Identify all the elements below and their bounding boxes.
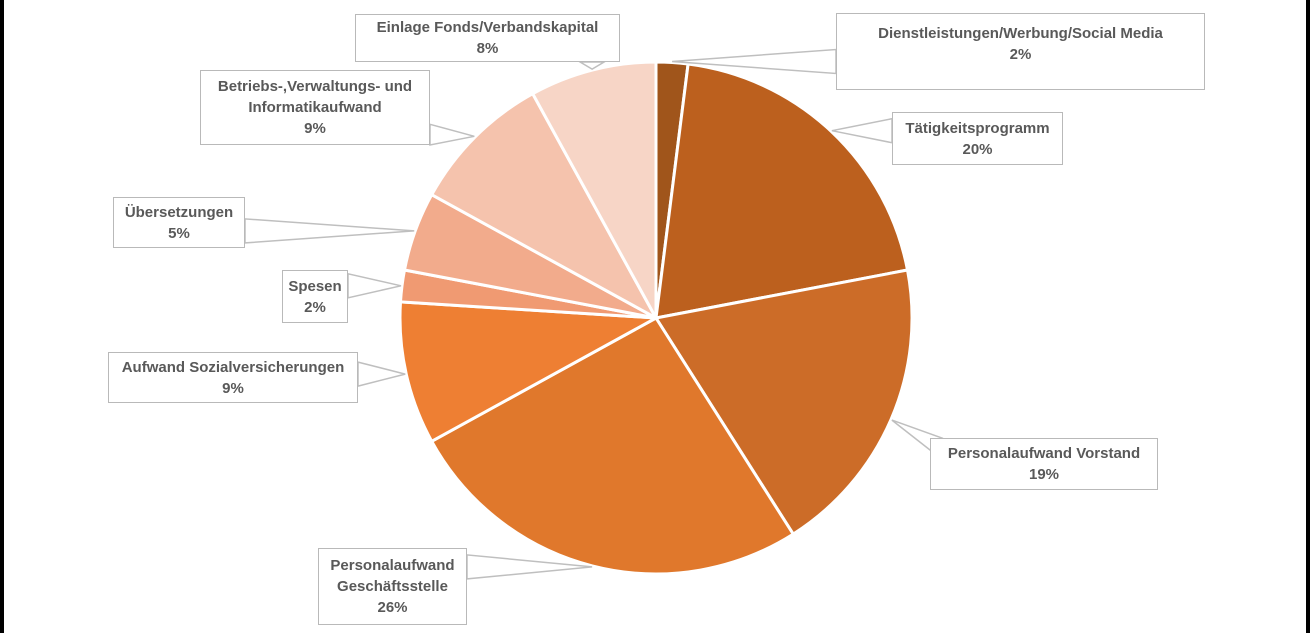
pie-callout-2: Tätigkeitsprogramm 20% — [892, 112, 1063, 165]
pie-callout-leader — [244, 218, 415, 244]
pie-callout-percent: 26% — [377, 599, 408, 616]
pie-callout-percent: 5% — [168, 224, 190, 242]
pie-callout-label-line: Personalaufwand — [330, 557, 455, 574]
pie-callout-label-line: Tätigkeitsprogramm — [905, 119, 1050, 137]
pie-slice-2 — [654, 62, 909, 320]
pie-callout-label-line: Betriebs-,Verwaltungs- und — [217, 78, 413, 95]
right-edge-bar — [1306, 0, 1310, 633]
pie-callout-percent: 2% — [1009, 46, 1032, 63]
pie-callout-label-line: Spesen — [288, 277, 342, 295]
pie-callout-leader — [357, 361, 406, 388]
pie-callout-6: Spesen 2% — [282, 270, 348, 323]
pie-callout-9: Einlage Fonds/Verbandskapital 8% — [355, 14, 620, 62]
pie-callout-label-line: Aufwand Sozialversicherungen — [121, 358, 345, 376]
pie-callout-label-line: Informatikaufwand — [248, 99, 382, 116]
pie-callout-leader — [347, 272, 402, 299]
pie-slice-8 — [430, 92, 658, 320]
pie-callout-label-line: Einlage Fonds/Verbandskapital — [376, 19, 599, 36]
pie-callout-label-line: Geschäftsstelle — [337, 578, 448, 595]
pie-callout-percent: 19% — [1028, 466, 1060, 483]
pie-callout-5: Aufwand Sozialversicherungen 9% — [108, 352, 358, 403]
pie-slice-5 — [398, 300, 658, 443]
pie-callout-leader — [577, 61, 607, 70]
pie-callout-4: Personalaufwand Geschäftsstelle 26% — [318, 548, 467, 625]
pie-callout-1: Dienstleistungen/Werbung/Social Media 2% — [836, 13, 1205, 90]
pie-callout-percent: 2% — [304, 298, 326, 316]
pie-slice-4 — [430, 316, 795, 576]
pie-callout-8: Betriebs-,Verwaltungs- und Informatikaufw… — [200, 70, 430, 145]
pie-callout-percent: 20% — [962, 140, 993, 158]
pie-callout-label-line: Dienstleistungen/Werbung/Social Media — [878, 25, 1163, 42]
pie-callout-percent: 9% — [222, 379, 244, 397]
pie-callout-7: Übersetzungen 5% — [113, 197, 245, 248]
pie-callout-leader — [429, 123, 475, 146]
pie-callout-label-line: Personalaufwand Vorstand — [947, 445, 1141, 462]
pie-slice-3 — [654, 268, 914, 536]
pie-callout-leader — [466, 554, 593, 580]
pie-slice-9 — [531, 60, 658, 320]
left-edge-bar — [0, 0, 4, 633]
pie-callout-3: Personalaufwand Vorstand 19% — [930, 438, 1158, 490]
pie-callout-label-line: Übersetzungen — [124, 203, 234, 221]
pie-callout-percent: 8% — [476, 40, 499, 57]
pie-callout-percent: 9% — [304, 120, 326, 137]
